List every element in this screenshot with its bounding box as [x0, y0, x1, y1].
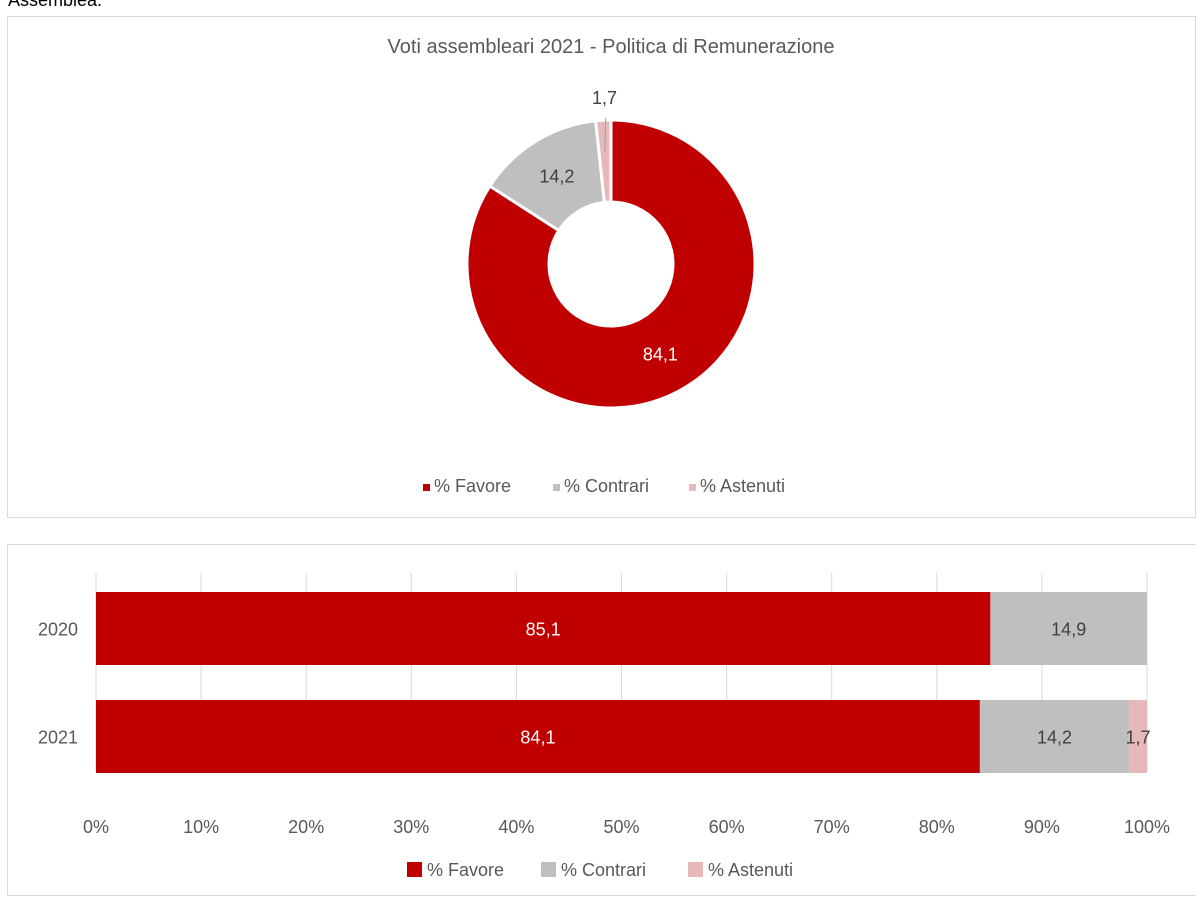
x-tick-label: 50%	[603, 817, 639, 837]
x-tick-label: 70%	[814, 817, 850, 837]
legend-swatch	[689, 484, 696, 491]
x-tick-label: 40%	[498, 817, 534, 837]
legend-label: % Contrari	[561, 860, 646, 880]
legend-label: % Contrari	[564, 476, 649, 496]
legend-label: % Astenuti	[708, 860, 793, 880]
y-category-label: 2020	[38, 620, 78, 640]
legend-label: % Favore	[427, 860, 504, 880]
x-tick-label: 20%	[288, 817, 324, 837]
bar-segment-astenuti	[1129, 700, 1147, 773]
legend-swatch	[688, 862, 703, 877]
x-tick-label: 30%	[393, 817, 429, 837]
x-tick-label: 10%	[183, 817, 219, 837]
bar-segment-contrari	[990, 592, 1147, 665]
bar-data-label: 14,9	[1051, 620, 1086, 640]
donut-leader-line	[604, 118, 607, 153]
donut-chart-panel: Voti assembleari 2021 - Politica di Remu…	[7, 16, 1196, 518]
donut-data-label: 84,1	[643, 344, 678, 364]
legend-label: % Astenuti	[700, 476, 785, 496]
legend-swatch	[541, 862, 556, 877]
legend-swatch	[407, 862, 422, 877]
x-tick-label: 90%	[1024, 817, 1060, 837]
donut-data-label: 1,7	[592, 88, 617, 108]
bar-data-label: 1,7	[1126, 728, 1151, 748]
legend-label: % Favore	[434, 476, 511, 496]
bar-segment-contrari	[979, 700, 1130, 773]
legend-swatch	[423, 484, 430, 491]
stacked-bar-chart: 0% 10% 20% 30% 40% 50% 60% 70% 80% 90% 100% 2020 85,…	[38, 573, 1170, 880]
bar-data-label: 84,1	[520, 728, 555, 748]
legend-swatch	[553, 484, 560, 491]
stacked-bar-chart-panel: 0% 10% 20% 30% 40% 50% 60% 70% 80% 90% 100% 2020 85,…	[7, 544, 1196, 896]
x-tick-label: 80%	[919, 817, 955, 837]
bar-data-label: 85,1	[526, 620, 561, 640]
y-category-label: 2021	[38, 728, 78, 748]
chart-title: Voti assembleari 2021 - Politica di Remu…	[388, 36, 835, 58]
x-tick-label: 0%	[83, 817, 109, 837]
bar-segment-favore	[96, 592, 991, 665]
donut-data-label: 14,2	[539, 166, 574, 186]
donut-slice-favore	[465, 118, 757, 410]
x-tick-label: 60%	[709, 817, 745, 837]
bar-data-label: 14,2	[1037, 728, 1072, 748]
bar-segment-favore	[96, 700, 980, 773]
x-tick-label: 100%	[1124, 817, 1170, 837]
page-text-fragment: Assemblea.	[8, 0, 103, 10]
donut-slice-astenuti	[593, 118, 613, 205]
donut-chart: Voti assembleari 2021 - Politica di Remu…	[388, 36, 835, 496]
